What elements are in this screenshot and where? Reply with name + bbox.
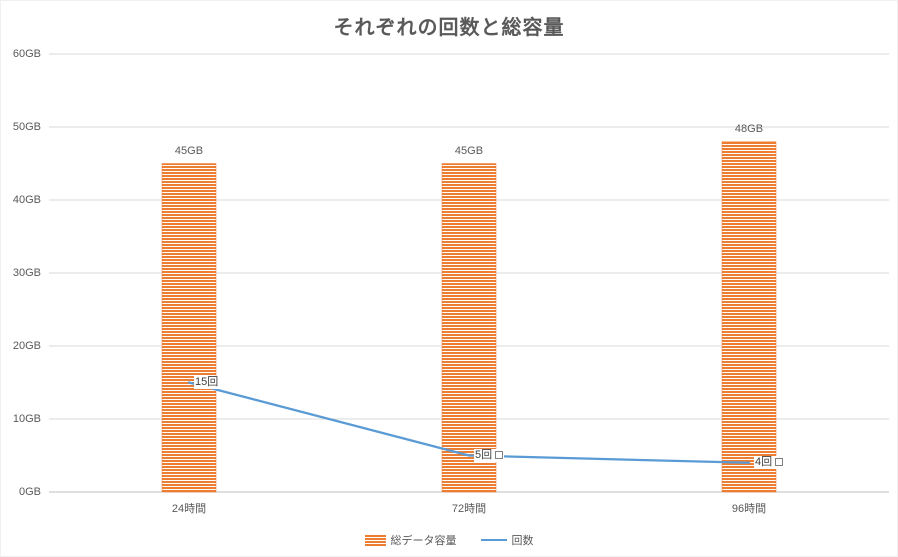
- line-series-swatch-icon: [480, 539, 507, 541]
- legend-item-line-series[interactable]: 回数: [480, 532, 534, 548]
- line-series[interactable]: [187, 381, 751, 464]
- bar-series-swatch-icon: [364, 534, 386, 546]
- legend-label-line-series: 回数: [511, 535, 534, 547]
- bar-24時間[interactable]: [161, 163, 217, 493]
- legend-label-bar-series: 総データ容量: [390, 535, 457, 547]
- legend-item-bar-series[interactable]: 総データ容量: [364, 532, 457, 548]
- bar-96時間[interactable]: [721, 141, 777, 493]
- legend: 総データ容量 回数: [1, 532, 897, 548]
- chart-title: それぞれの回数と総容量: [333, 17, 565, 39]
- bar-72時間[interactable]: [441, 163, 497, 493]
